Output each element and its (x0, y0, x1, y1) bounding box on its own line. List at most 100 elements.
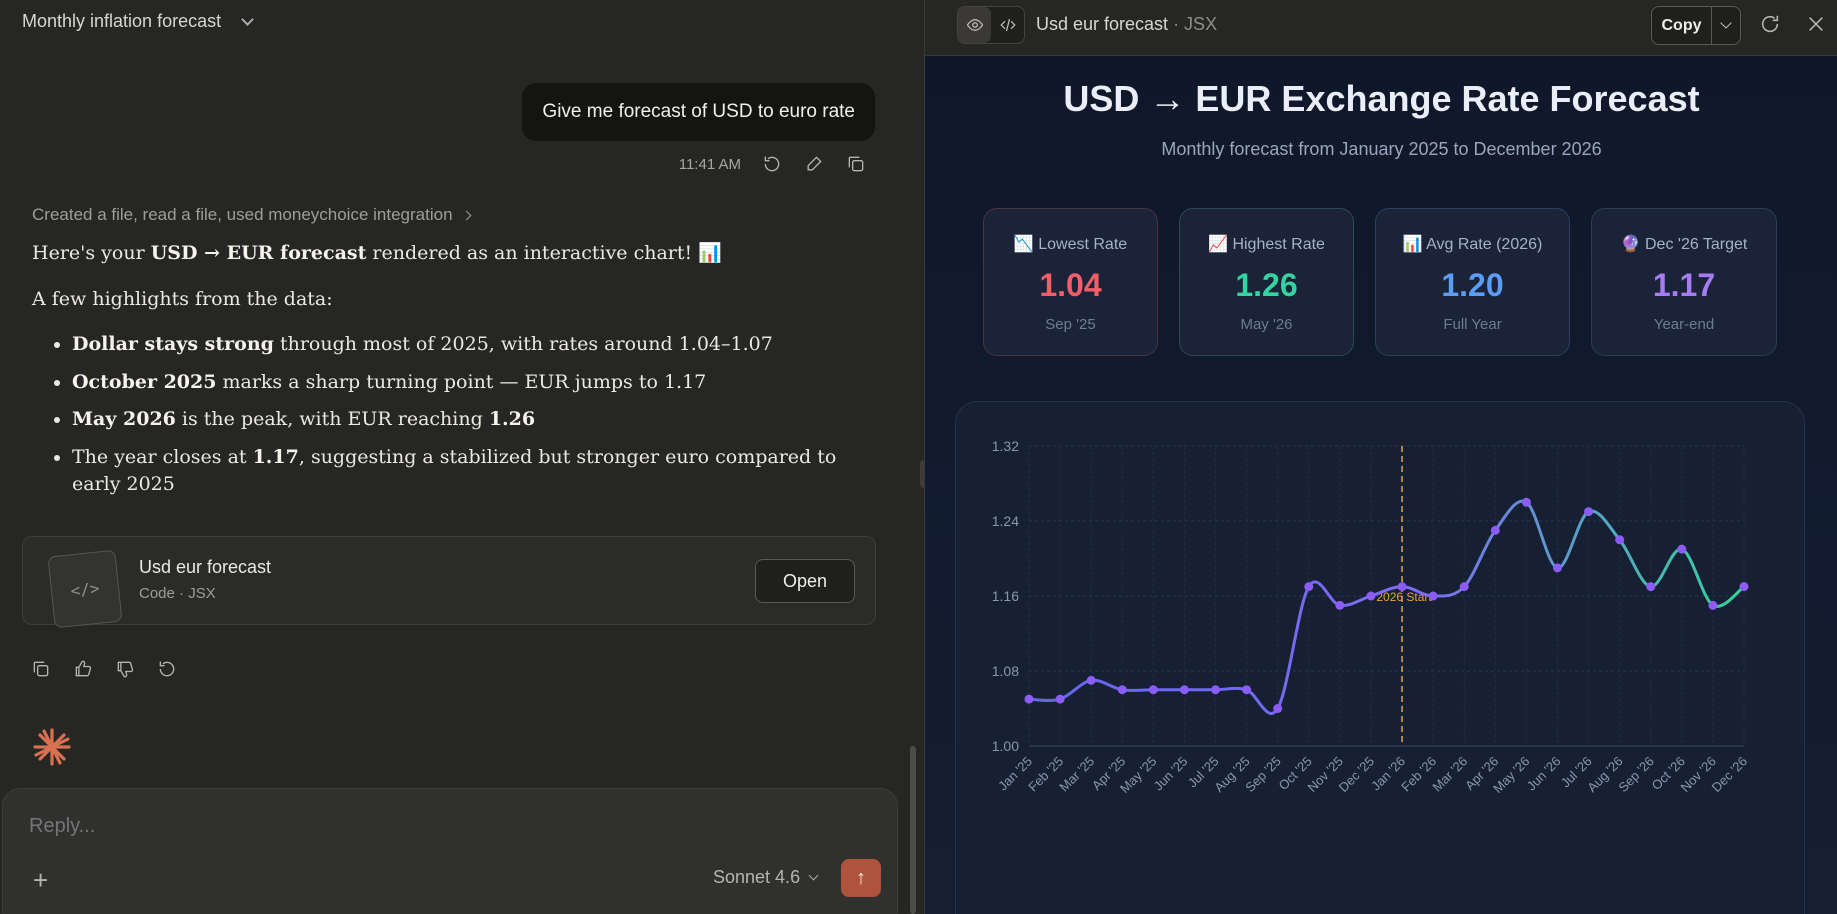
model-selector[interactable]: Sonnet 4.6 (713, 867, 819, 888)
refresh-icon[interactable] (1759, 13, 1781, 40)
scrollbar[interactable] (910, 746, 916, 914)
x-tick-label: Dec '26 (1709, 754, 1750, 795)
chevron-down-icon (808, 870, 819, 880)
data-point (1179, 685, 1189, 695)
copy-icon[interactable] (845, 153, 867, 175)
stat-label: 📈 Highest Rate (1180, 234, 1353, 254)
send-button[interactable]: ↑ (841, 859, 881, 897)
copy-options-dropdown[interactable] (1712, 7, 1740, 44)
x-tick-label: Jun '26 (1524, 754, 1564, 794)
data-point (1677, 544, 1687, 554)
artifact-type: Code · JSX (139, 585, 216, 602)
data-point (1148, 685, 1158, 695)
retry-icon[interactable] (156, 658, 178, 680)
data-point (1304, 582, 1314, 592)
stat-card-target: 🔮 Dec '26 Target 1.17 Year-end (1591, 208, 1777, 356)
artifact-panel: Usd eur forecast · JSX Copy USD → EUR Ex… (924, 0, 1837, 914)
x-tick-label: Jun '25 (1151, 754, 1191, 794)
stat-card-highest: 📈 Highest Rate 1.26 May '26 (1179, 208, 1354, 356)
chart-down-icon: 📉 (1013, 236, 1034, 253)
stat-label: 🔮 Dec '26 Target (1592, 234, 1776, 254)
code-icon: </> (47, 549, 123, 629)
chart-up-icon: 📈 (1208, 236, 1228, 253)
tools-used-text: Created a file, read a file, used moneyc… (32, 205, 453, 224)
bullet-bold: Dollar stays strong (72, 333, 274, 356)
y-tick-label: 1.24 (992, 513, 1019, 529)
thumbs-down-icon[interactable] (114, 658, 136, 680)
reply-input[interactable] (29, 815, 629, 838)
model-name: Sonnet 4.6 (713, 867, 801, 887)
add-attachment-icon[interactable]: + (33, 865, 49, 895)
bullet-bold: October 2025 (72, 370, 217, 393)
bullet-text: marks a sharp turning point — EUR jumps … (216, 370, 707, 393)
view-toggle (957, 6, 1025, 44)
message-time: 11:41 AM (678, 155, 741, 173)
x-tick-label: Sep '25 (1242, 754, 1283, 795)
artifact-name: Usd eur forecast (139, 557, 272, 577)
stat-label-text: Avg Rate (2026) (1426, 236, 1543, 253)
conversation-title[interactable]: Monthly inflation forecast (22, 11, 254, 32)
data-point (1459, 582, 1469, 592)
y-tick-label: 1.32 (992, 438, 1019, 454)
intro-bold: USD → EUR forecast (150, 242, 367, 264)
stat-foot: May '26 (1240, 316, 1293, 333)
chevron-right-icon (461, 210, 471, 220)
data-point (1708, 600, 1718, 610)
data-point (1521, 497, 1531, 507)
stat-label-text: Dec '26 Target (1645, 236, 1748, 253)
page-title: USD → EUR Exchange Rate Forecast (1063, 78, 1700, 119)
page-subtitle: Monthly forecast from January 2025 to De… (1161, 139, 1602, 159)
arrow-up-icon: ↑ (856, 866, 866, 889)
copy-icon[interactable] (30, 658, 52, 680)
stat-foot: Sep '25 (1045, 316, 1096, 333)
bullet-bold: 1.26 (488, 408, 536, 431)
list-item: May 2026 is the peak, with EUR reaching … (72, 406, 852, 434)
series-line (1028, 499, 1745, 715)
data-point (1055, 694, 1065, 704)
artifact-preview: USD → EUR Exchange Rate Forecast Monthly… (925, 56, 1837, 914)
close-icon[interactable] (1805, 13, 1827, 40)
y-tick-label: 1.08 (992, 663, 1019, 679)
claude-spark-icon (33, 728, 71, 766)
stat-foot: Year-end (1653, 316, 1715, 333)
chat-panel: Monthly inflation forecast Give me forec… (0, 0, 923, 914)
x-tick-label: Dec '25 (1336, 754, 1377, 795)
stat-card-lowest: 📉 Lowest Rate 1.04 Sep '25 (983, 208, 1158, 356)
list-item: Dollar stays strong through most of 2025… (72, 331, 852, 359)
crystal-ball-icon: 🔮 (1620, 236, 1641, 253)
preview-eye-icon[interactable] (958, 7, 991, 43)
x-tick-label: Mar '26 (1429, 754, 1470, 795)
artifact-panel-subtitle: · JSX (1168, 14, 1218, 34)
data-point (1584, 507, 1594, 517)
copy-button[interactable]: Copy (1652, 7, 1712, 44)
stat-value: 1.20 (1441, 267, 1504, 303)
conversation-title-text: Monthly inflation forecast (22, 11, 222, 31)
artifact-card[interactable]: </> Usd eur forecast Code · JSX Open (22, 536, 876, 629)
bullet-text: The year closes at (72, 445, 253, 468)
data-point (1211, 685, 1221, 695)
data-point (1117, 685, 1127, 695)
data-point (1397, 582, 1407, 592)
edit-icon[interactable] (803, 153, 825, 175)
artifact-toolbar: Usd eur forecast · JSX Copy (925, 0, 1837, 56)
tools-used-summary[interactable]: Created a file, read a file, used moneyc… (32, 205, 471, 225)
stat-label-text: Lowest Rate (1038, 236, 1128, 253)
intro-pre: Here's your (32, 242, 151, 264)
open-artifact-button[interactable]: Open (755, 559, 855, 603)
highlights-title: A few highlights from the data: (32, 287, 333, 310)
assistant-message: Here's your USD → EUR forecast rendered … (32, 240, 852, 509)
data-point (1428, 591, 1438, 601)
bullet-bold: 1.17 (252, 445, 299, 468)
code-view-icon[interactable] (991, 7, 1024, 43)
highlights-list: Dollar stays strong through most of 2025… (72, 331, 852, 499)
bullet-text: through most of 2025, with rates around … (273, 333, 773, 356)
reference-line-label: 2026 Start (1376, 590, 1432, 604)
chart-card: 1.00 1.08 1.16 1.24 1.32 Jan '25 Feb '25 Mar '2… (955, 401, 1805, 914)
retry-icon[interactable] (761, 153, 783, 175)
thumbs-up-icon[interactable] (72, 658, 94, 680)
stat-card-average: 📊 Avg Rate (2026) 1.20 Full Year (1375, 208, 1570, 356)
stat-foot: Full Year (1443, 316, 1502, 333)
reply-composer: + Sonnet 4.6 ↑ (2, 788, 898, 914)
copy-button-group: Copy (1651, 6, 1741, 45)
